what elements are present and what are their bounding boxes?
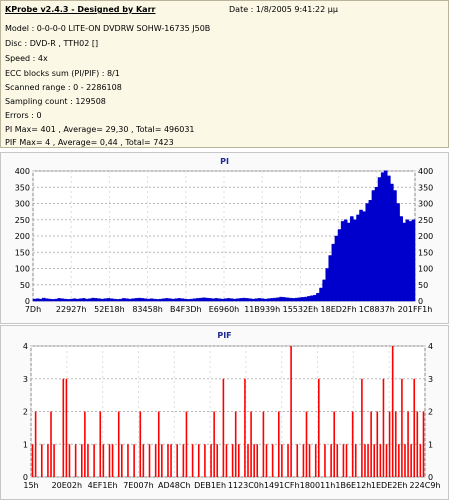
pif-stats: PIF Max= 4 , Average= 0,44 , Total= 7423 bbox=[5, 138, 174, 147]
pif-y-tick-left: 4 bbox=[23, 342, 28, 351]
pi-y-tick-left: 150 bbox=[15, 248, 30, 257]
pi-x-tick: 11B939h bbox=[244, 305, 280, 314]
pif-x-tick: 180011h bbox=[300, 481, 336, 490]
sampling-count: Sampling count : 129508 bbox=[5, 97, 106, 106]
drive-model: Model : 0-0-0-0 LITE-ON DVDRW SOHW-16735… bbox=[5, 24, 211, 33]
scan-speed: Speed : 4x bbox=[5, 54, 48, 63]
pif-y-tick-left: 1 bbox=[23, 440, 28, 449]
pif-x-tick: 4EF1Eh bbox=[88, 481, 118, 490]
pif-x-tick: 224C9h bbox=[409, 481, 440, 490]
pi-x-tick: B4F3Dh bbox=[170, 305, 202, 314]
pif-chart: 0 0 1 1 2 2 3 3 4 4 15h 20E02h 4EF1Eh 7E007h AD48Ch DEB… bbox=[23, 342, 441, 490]
pif-x-tick: 1123C0h bbox=[228, 481, 264, 490]
pi-y-tick-left: 300 bbox=[15, 200, 30, 209]
pif-y-tick-right: 2 bbox=[428, 408, 433, 417]
pi-y-tick-right: 250 bbox=[418, 216, 433, 225]
disc-type: Disc : DVD-R , TTH02 [] bbox=[5, 39, 99, 48]
pif-x-tick: 20E02h bbox=[52, 481, 82, 490]
pi-y-tick-right: 100 bbox=[418, 265, 433, 274]
pi-series-area bbox=[32, 170, 416, 302]
pi-y-tick-left: 250 bbox=[15, 216, 30, 225]
ecc-blocks: ECC blocks sum (PI/PIF) : 8/1 bbox=[5, 69, 120, 78]
pif-y-tick-left: 2 bbox=[23, 408, 28, 417]
pi-y-tick-left: 350 bbox=[15, 183, 30, 192]
pi-y-tick-left: 100 bbox=[15, 265, 30, 274]
pi-y-tick-right: 200 bbox=[418, 232, 433, 241]
error-count: Errors : 0 bbox=[5, 111, 42, 120]
pi-x-tick: 18ED2Fh bbox=[321, 305, 357, 314]
pif-chart-title: PIF bbox=[217, 331, 232, 340]
pi-x-tick: 1C8837h bbox=[359, 305, 395, 314]
scan-info-panel: KProbe v2.4.3 - Designed by Karr Date : … bbox=[0, 0, 449, 148]
app-title: KProbe v2.4.3 - Designed by Karr bbox=[5, 5, 156, 14]
pi-x-tick: 201FF1h bbox=[398, 305, 433, 314]
pi-y-tick-left: 0 bbox=[25, 297, 30, 306]
scanned-range: Scanned range : 0 - 2286108 bbox=[5, 83, 122, 92]
pi-x-tick: 7Dh bbox=[25, 305, 41, 314]
pi-stats: PI Max= 401 , Average= 29,30 , Total= 49… bbox=[5, 125, 195, 134]
pi-y-tick-left: 400 bbox=[15, 167, 30, 176]
pi-y-tick-right: 300 bbox=[418, 200, 433, 209]
pif-chart-panel: PIF 0 0 1 1 2 2 3 3 4 4 15h 20E02h 4EF1Eh 7E007h AD48C… bbox=[0, 325, 449, 500]
pif-x-tick: 1EDE2Eh bbox=[371, 481, 408, 490]
scan-date: Date : 1/8/2005 9:41:22 μμ bbox=[229, 5, 338, 14]
pi-x-tick: E6960h bbox=[209, 305, 239, 314]
pif-x-tick: 1B6E12h bbox=[335, 481, 371, 490]
pif-y-tick-right: 0 bbox=[428, 473, 433, 482]
pi-y-tick-right: 400 bbox=[418, 167, 433, 176]
pi-y-tick-right: 0 bbox=[418, 297, 423, 306]
pi-x-tick: 52E18h bbox=[94, 305, 124, 314]
pif-x-tick: 7E007h bbox=[123, 481, 153, 490]
pif-x-tick: DEB1Eh bbox=[194, 481, 226, 490]
pi-y-tick-right: 350 bbox=[418, 183, 433, 192]
pi-y-tick-right: 50 bbox=[418, 281, 428, 290]
pi-y-tick-left: 50 bbox=[20, 281, 30, 290]
pif-x-tick: AD48Ch bbox=[158, 481, 190, 490]
pif-x-tick: 1491CFh bbox=[264, 481, 300, 490]
pif-x-tick: 15h bbox=[23, 481, 38, 490]
pi-x-tick: 22927h bbox=[56, 305, 87, 314]
pi-x-tick: 15532Eh bbox=[283, 305, 319, 314]
pi-y-tick-left: 200 bbox=[15, 232, 30, 241]
pif-y-tick-left: 3 bbox=[23, 375, 28, 384]
pif-y-tick-right: 1 bbox=[428, 440, 433, 449]
pi-y-tick-right: 150 bbox=[418, 248, 433, 257]
pi-chart: 0 0 50 50 100 100 150 150 200 200 250 250 300 300 350 3… bbox=[15, 167, 434, 314]
pi-chart-title: PI bbox=[220, 157, 229, 166]
pif-y-tick-right: 4 bbox=[428, 342, 433, 351]
pif-y-tick-left: 0 bbox=[23, 473, 28, 482]
pif-y-tick-right: 3 bbox=[428, 375, 433, 384]
pi-chart-panel: PI 0 0 50 50 100 100 150 150 200 200 250 250 300 300 3… bbox=[0, 152, 449, 324]
pi-x-tick: 83458h bbox=[132, 305, 163, 314]
